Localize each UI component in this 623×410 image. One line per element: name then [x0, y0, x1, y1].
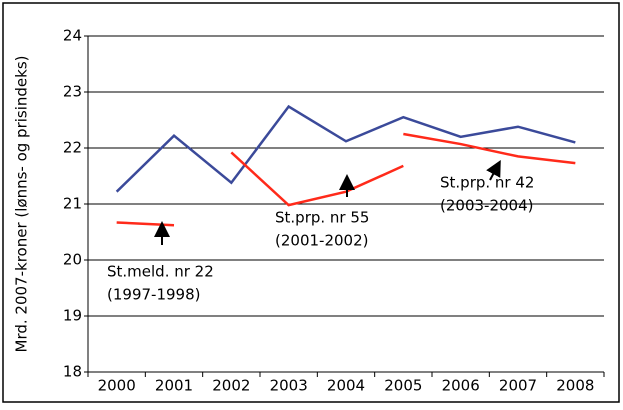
y-tick-label: 19	[63, 307, 82, 325]
series-line	[115, 104, 576, 193]
frame	[2, 2, 620, 403]
x-tick-label: 2003	[270, 377, 308, 395]
x-tick-label: 2001	[155, 377, 193, 395]
annotation: (1997-1998)	[107, 286, 200, 304]
x-tick-label: 2000	[98, 377, 136, 395]
annotation-arrow	[486, 159, 501, 181]
annotation: St.meld. nr 22	[107, 263, 214, 281]
y-tick-label: 24	[63, 27, 82, 45]
y-tick-label: 22	[63, 139, 82, 157]
annotation: (2001-2002)	[275, 232, 368, 250]
annotation: St.prp. nr 42	[440, 174, 534, 192]
y-tick-label: 20	[63, 251, 82, 269]
annotation: (2003-2004)	[440, 197, 533, 215]
y-axis-label: Mrd. 2007-kroner (lønns- og prisindeks)	[13, 56, 31, 353]
x-tick-label: 2005	[384, 377, 422, 395]
x-tick-label: 2008	[556, 377, 594, 395]
x-tick-label: 2002	[212, 377, 250, 395]
y-tick-label: 18	[63, 363, 82, 381]
y-tick-label: 21	[63, 195, 82, 213]
annotation: St.prp. nr 55	[275, 209, 369, 227]
x-tick-label: 2004	[327, 377, 365, 395]
series-line	[403, 132, 576, 165]
series-line	[230, 151, 404, 207]
y-tick-label: 23	[63, 83, 82, 101]
x-tick-label: 2007	[499, 377, 537, 395]
x-tick-label: 2006	[442, 377, 480, 395]
series-line	[116, 221, 175, 227]
